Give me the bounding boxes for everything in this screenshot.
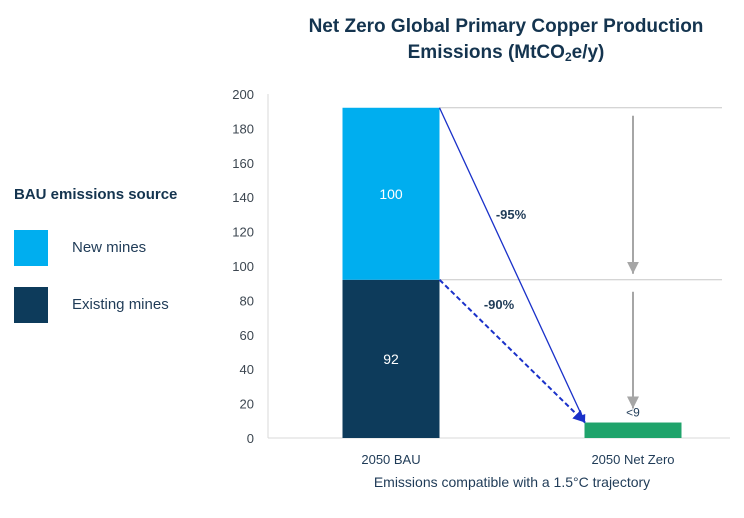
- legend-item-existing-mines: Existing mines: [14, 287, 234, 323]
- bar-segment: [342, 107, 440, 280]
- annotation-label: -90%: [484, 297, 515, 312]
- y-tick-label: 180: [232, 121, 254, 136]
- y-tick-label: 120: [232, 225, 254, 240]
- y-tick-label: 80: [240, 293, 254, 308]
- y-tick-label: 140: [232, 190, 254, 205]
- legend-item-new-mines: New mines: [14, 230, 234, 266]
- y-tick-label: 200: [232, 87, 254, 102]
- legend-title: BAU emissions source: [14, 186, 178, 203]
- reduction-arrow-95: [438, 107, 586, 423]
- y-tick-label: 0: [247, 431, 254, 446]
- x-category-label: 2050 Net Zero: [591, 452, 674, 467]
- bar-value-label: <9: [626, 406, 640, 420]
- x-category-label: 2050 BAU: [361, 452, 420, 467]
- chart-title-line1: Net Zero Global Primary Copper Productio…: [308, 16, 704, 37]
- reduction-arrow-90: [438, 279, 586, 424]
- y-tick-label: 20: [240, 397, 254, 412]
- legend-swatch-existing-mines: [14, 287, 48, 323]
- y-tick-label: 60: [240, 328, 254, 343]
- legend-swatch-new-mines: [14, 230, 48, 266]
- y-tick-label: 100: [232, 259, 254, 274]
- y-tick-label: 40: [240, 362, 254, 377]
- y-tick-label: 160: [232, 156, 254, 171]
- bar-segment: [342, 279, 440, 438]
- chart-title-line2: Emissions (MtCO2e/y): [407, 42, 605, 64]
- bar-segment: [584, 422, 682, 438]
- legend: BAU emissions source New mines Existing …: [14, 186, 178, 323]
- chart-title: Net Zero Global Primary Copper Productio…: [280, 14, 732, 70]
- legend-label-new-mines: New mines: [72, 239, 147, 256]
- annotation-label: -95%: [496, 207, 527, 222]
- bar-value-label: 92: [383, 351, 399, 367]
- bar-value-label: 100: [379, 186, 403, 202]
- x-axis-label: Emissions compatible with a 1.5°C trajec…: [374, 474, 650, 490]
- legend-label-existing-mines: Existing mines: [72, 296, 169, 313]
